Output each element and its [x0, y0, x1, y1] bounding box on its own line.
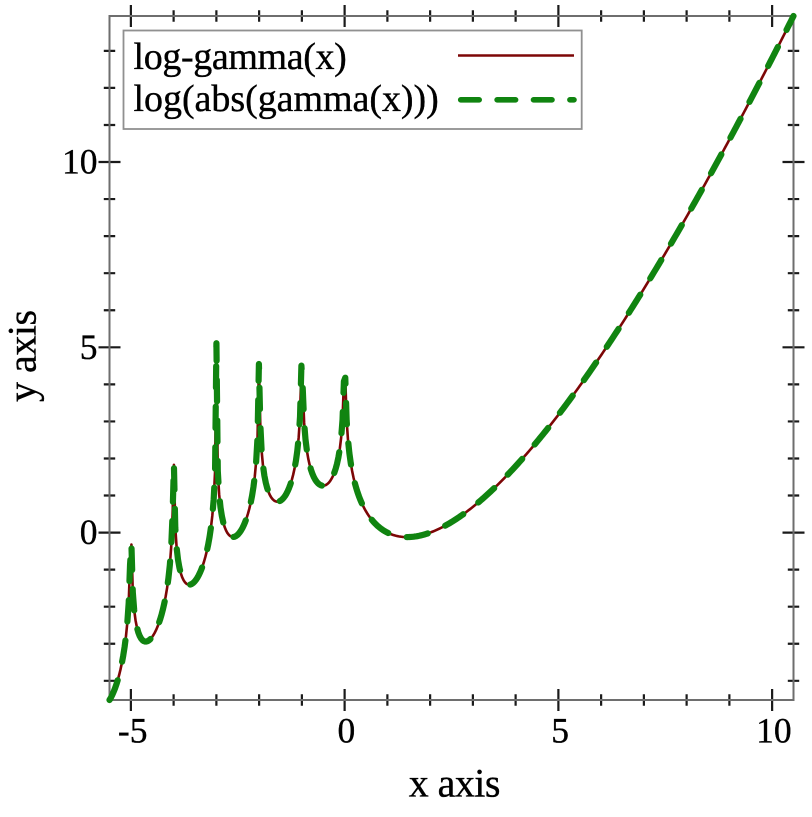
svg-text:0: 0 [80, 512, 98, 552]
svg-text:log-gamma(x): log-gamma(x) [134, 36, 347, 78]
svg-text:y axis: y axis [0, 310, 45, 402]
svg-text:5: 5 [551, 711, 569, 751]
svg-text:10: 10 [62, 142, 98, 182]
svg-text:log(abs(gamma(x))): log(abs(gamma(x))) [134, 78, 439, 120]
svg-text:5: 5 [80, 327, 98, 367]
svg-text:0: 0 [338, 711, 356, 751]
svg-text:10: 10 [756, 711, 792, 751]
svg-text:x axis: x axis [409, 761, 500, 806]
svg-text:-5: -5 [118, 711, 148, 751]
